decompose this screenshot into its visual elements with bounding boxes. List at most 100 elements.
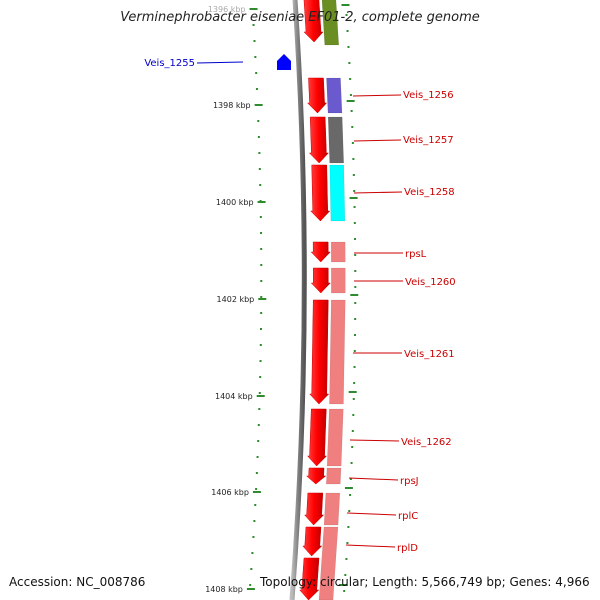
gene-label[interactable]: rplD [397, 543, 418, 554]
gene-arrow[interactable] [306, 408, 328, 467]
gene-track [277, 0, 331, 600]
minor-tick [352, 158, 355, 160]
minor-tick [353, 382, 356, 384]
minor-tick [257, 136, 260, 138]
label-connectors [196, 61, 403, 548]
gene-arrow[interactable] [310, 241, 331, 263]
major-tick [258, 298, 267, 300]
scale-label: 1400 kbp [216, 198, 254, 207]
label-connector [196, 61, 244, 64]
cog-block [329, 299, 346, 405]
minor-tick [354, 286, 357, 288]
label-connector [348, 477, 399, 481]
gene-label[interactable]: Veis_1260 [405, 277, 456, 288]
gene-arrow[interactable] [310, 267, 331, 294]
cog-block [327, 116, 344, 164]
scale-label: 1396 kbp [208, 5, 246, 14]
minor-tick [347, 46, 350, 48]
minor-tick [254, 504, 257, 506]
label-connector [352, 94, 402, 97]
label-connector [353, 139, 402, 142]
major-tick [249, 8, 258, 10]
minor-tick [348, 62, 351, 64]
map-title: Verminephrobacter eiseniae EF01-2, compl… [120, 10, 480, 25]
major-tick [256, 395, 265, 397]
topology-text: Topology: circular; Length: 5,566,749 bp… [260, 575, 590, 589]
minor-tick [354, 270, 357, 272]
minor-tick [257, 120, 260, 122]
minor-tick [260, 280, 263, 282]
gene-labels: Veis_1255 Veis_1256 Veis_1257 Veis_1258 rpsL… [144, 58, 455, 554]
minor-tick [353, 206, 356, 208]
gene-label[interactable]: Veis_1262 [401, 437, 452, 448]
minor-tick [354, 318, 357, 320]
minor-tick [259, 184, 262, 186]
major-tick [254, 104, 263, 106]
gene-arrow[interactable] [306, 77, 328, 114]
minor-tick [350, 462, 353, 464]
cog-block [329, 164, 346, 222]
gene-label[interactable]: Veis_1257 [403, 135, 454, 146]
gene-arrow[interactable] [302, 526, 323, 557]
label-connector [345, 544, 396, 548]
gene-arrow-reverse[interactable] [277, 54, 291, 70]
minor-tick [353, 350, 356, 352]
minor-tick [253, 40, 256, 42]
gene-arrow[interactable] [308, 116, 329, 164]
scale-labels: 1396 kbp 1398 kbp 1400 kbp 1402 kbp 1404 kbp… [205, 4, 359, 594]
minor-tick [258, 168, 261, 170]
scale-label: 1404 kbp [215, 392, 253, 401]
minor-tick [344, 574, 347, 576]
cog-block [326, 77, 343, 114]
minor-tick [349, 94, 352, 96]
major-tick [350, 294, 359, 296]
scale-label: 1398 kbp [213, 101, 251, 110]
gene-label[interactable]: rpsL [405, 249, 427, 260]
minor-tick [259, 376, 262, 378]
cog-block [318, 526, 339, 600]
gene-label[interactable]: Veis_1258 [404, 187, 455, 198]
minor-tick [351, 142, 354, 144]
gene-label[interactable]: Veis_1256 [403, 90, 454, 101]
genome-backbone [289, 0, 307, 600]
cog-block [330, 241, 346, 263]
cog-block [326, 408, 344, 467]
minor-tick [349, 494, 352, 496]
minor-tick [255, 472, 258, 474]
minor-tick [257, 424, 260, 426]
label-connector [349, 439, 400, 442]
minor-tick [354, 302, 357, 304]
minor-tick [259, 344, 262, 346]
gene-arrow[interactable] [304, 492, 325, 526]
gene-arrow[interactable] [310, 164, 331, 222]
cog-block [326, 467, 342, 485]
gene-arrow[interactable] [306, 467, 327, 485]
gene-label[interactable]: Veis_1255 [144, 58, 195, 69]
major-tick [348, 391, 357, 393]
minor-tick [260, 296, 263, 298]
gene-arrow[interactable] [309, 299, 330, 405]
gene-label[interactable]: rplC [398, 511, 418, 522]
minor-tick [352, 414, 355, 416]
minor-tick [349, 78, 352, 80]
minor-tick [346, 30, 349, 32]
major-tick [341, 4, 350, 6]
gene-arrow[interactable] [303, 0, 324, 43]
minor-tick [346, 542, 349, 544]
minor-tick [354, 238, 357, 240]
minor-tick [254, 56, 257, 58]
minor-tick [257, 440, 260, 442]
minor-tick [345, 558, 348, 560]
gene-label[interactable]: Veis_1261 [404, 349, 455, 360]
minor-tick [260, 248, 263, 250]
gene-arrow[interactable] [299, 557, 320, 600]
minor-tick [255, 88, 258, 90]
minor-tick [351, 126, 354, 128]
minor-tick [258, 392, 261, 394]
cog-track [318, 0, 346, 600]
minor-tick [343, 590, 346, 592]
minor-tick [351, 430, 354, 432]
minor-tick [347, 526, 350, 528]
gene-label[interactable]: rpsJ [400, 476, 419, 487]
